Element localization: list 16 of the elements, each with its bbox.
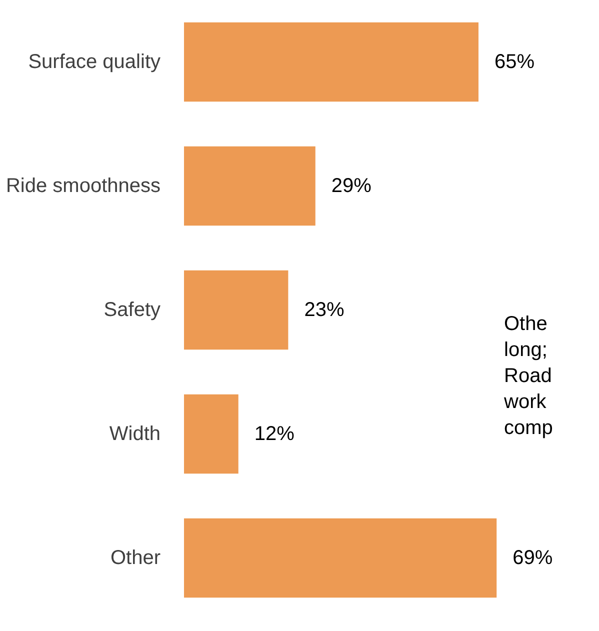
- text: Othe long; Road work comp: [503, 313, 553, 439]
- y-tick-label: Width: [109, 423, 160, 445]
- data-label: 29%: [331, 175, 372, 197]
- y-tick-label: Surface quality: [28, 51, 160, 73]
- data-label: 69%: [512, 547, 553, 569]
- y-tick-label: Other: [110, 547, 161, 569]
- bar: [184, 146, 316, 226]
- data-label: 12%: [254, 423, 295, 445]
- data-label: 23%: [304, 299, 344, 321]
- y-tick-label: Ride smoothness: [6, 175, 160, 197]
- bar: [184, 518, 497, 598]
- bar: [184, 270, 288, 350]
- bar: [184, 394, 238, 474]
- bar: [184, 22, 478, 102]
- data-label: 65%: [494, 51, 535, 73]
- y-tick-label: Safety: [104, 299, 160, 321]
